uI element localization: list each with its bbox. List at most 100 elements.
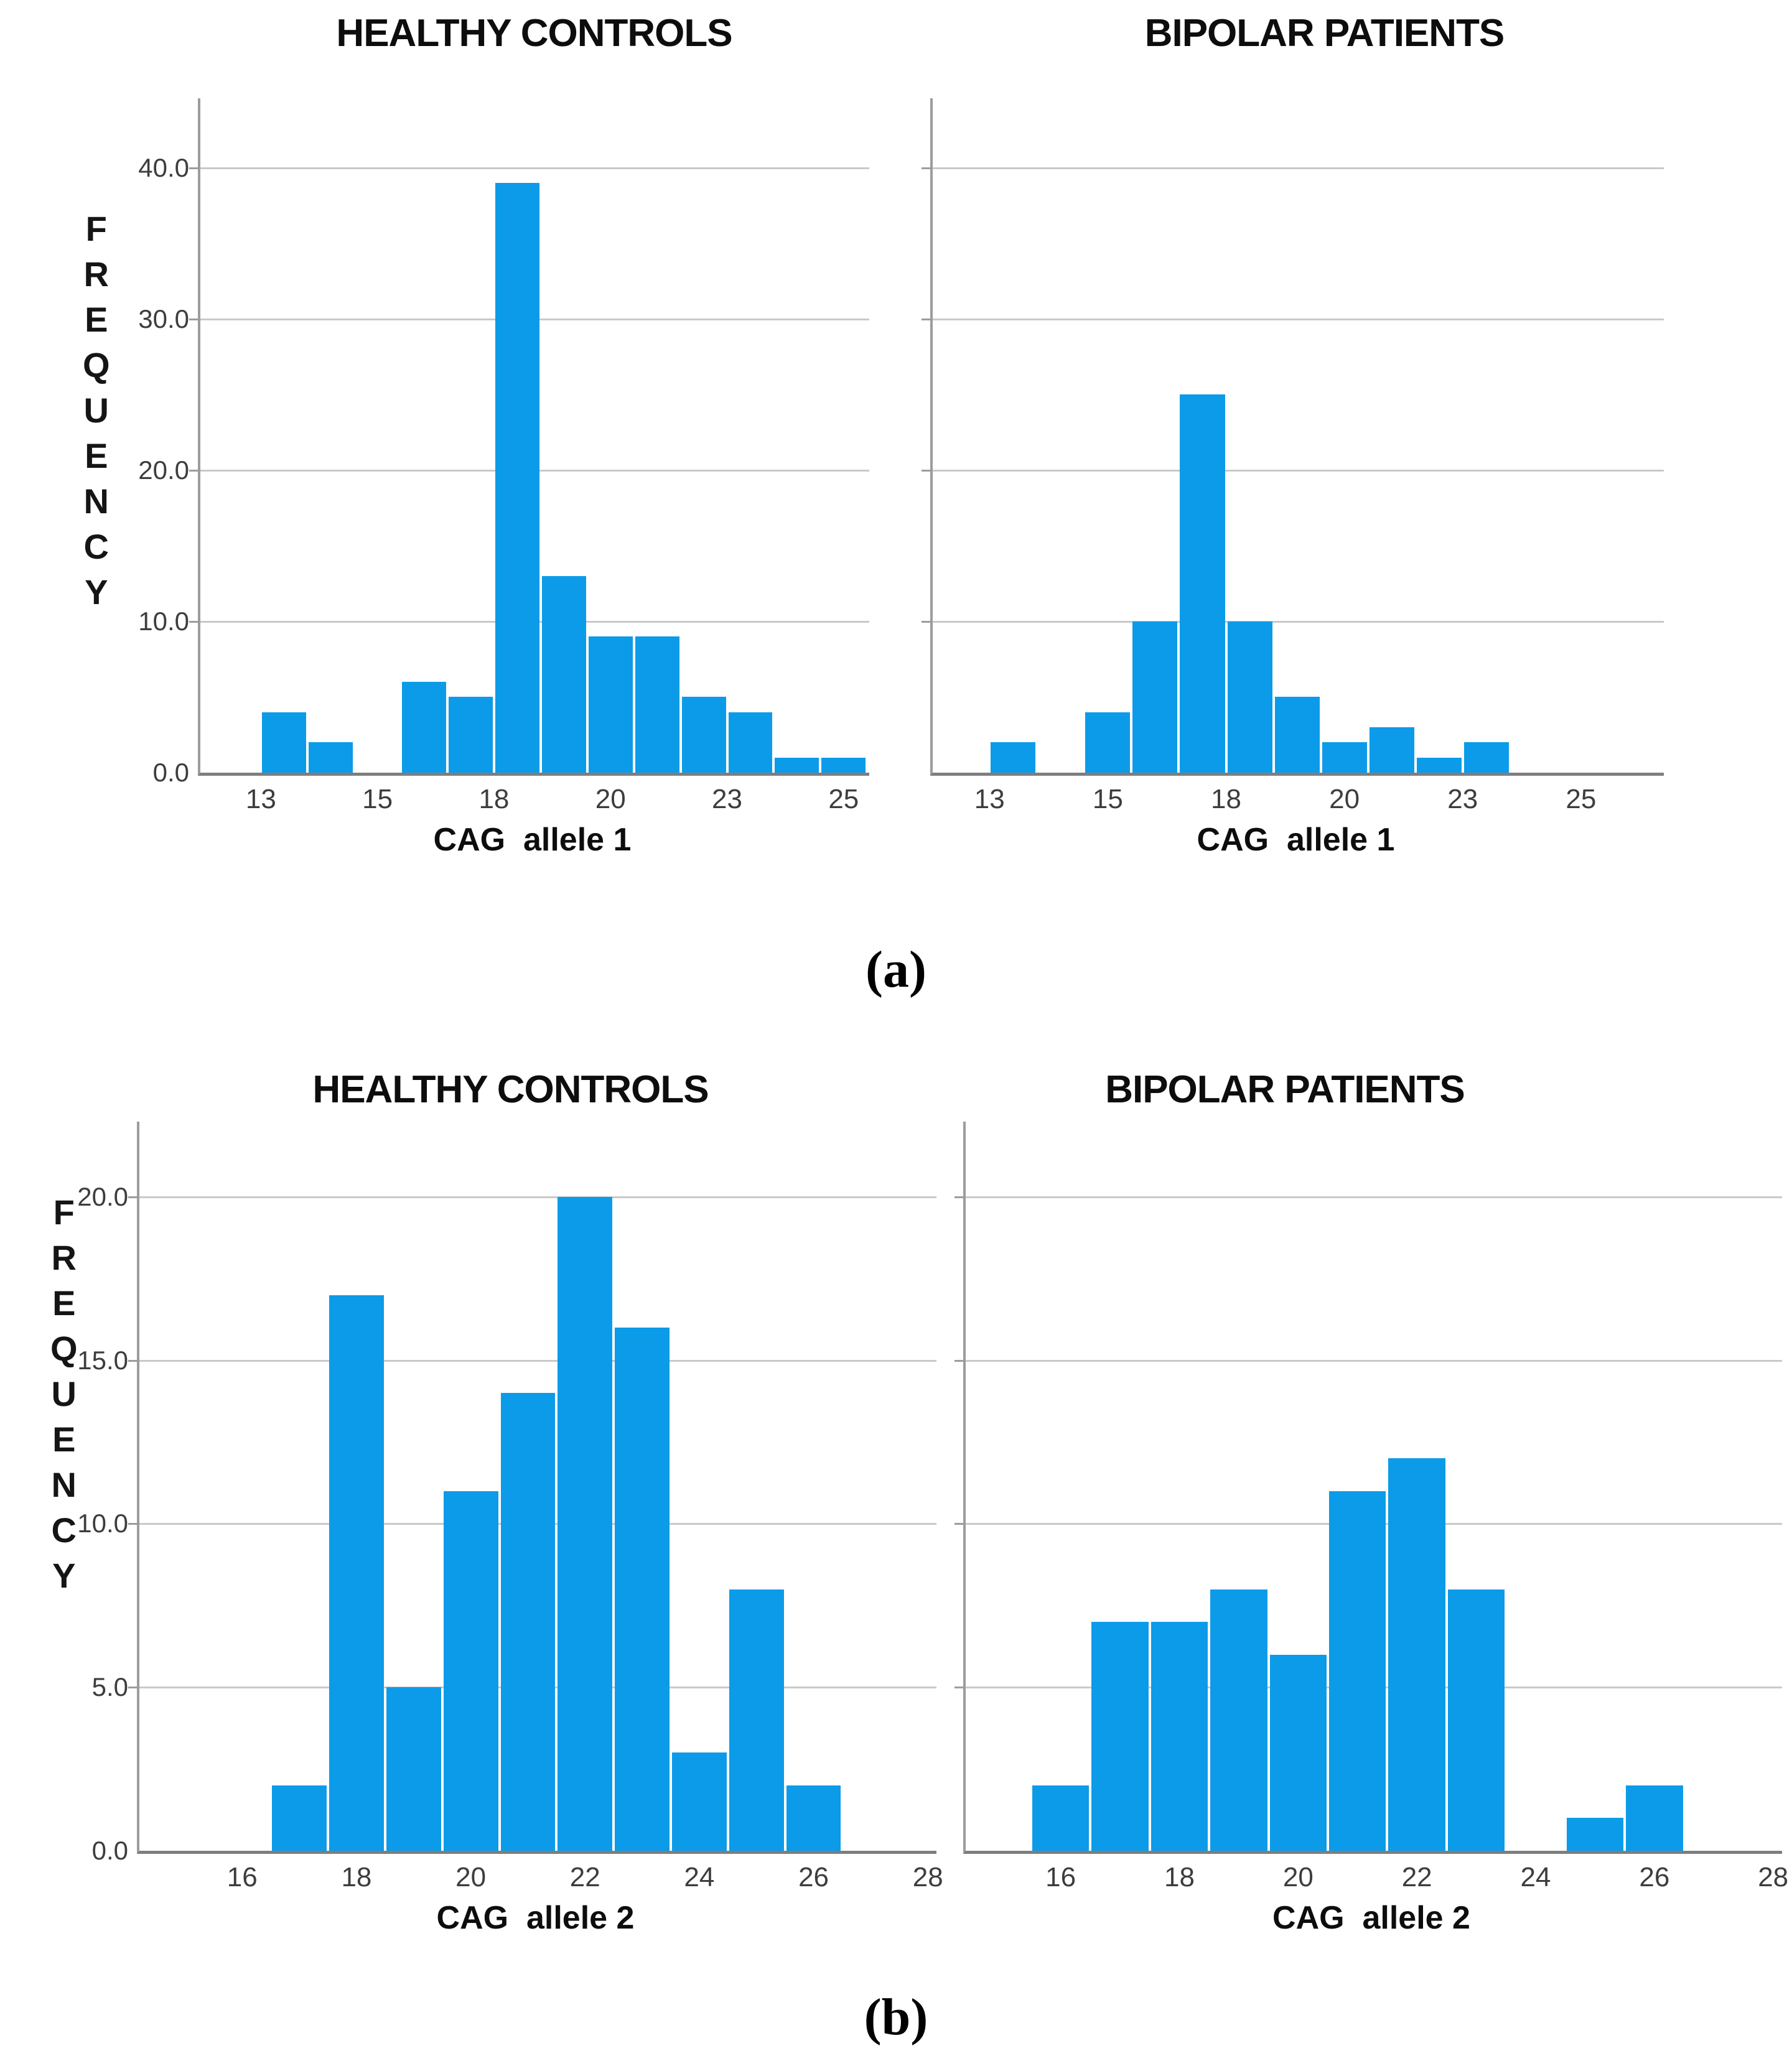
y-tick-mark [128,1196,137,1198]
ylabel-letter: R [51,1238,77,1277]
y-tick-mark [922,469,930,472]
x-axis-label-healthy-allele2: CAG allele 2 [436,1900,635,1936]
y-tick-label: 30.0 [138,304,189,333]
y-tick-mark [189,469,198,472]
x-tick-label: 15 [1092,784,1123,814]
histogram-bar [786,1785,841,1851]
x-tick-label: 18 [1164,1862,1195,1892]
histogram-bar [1210,1589,1267,1851]
ylabel-letter: N [83,482,109,521]
histogram-bar [588,636,633,773]
histogram-bar [1463,742,1509,773]
y-tick-label: 0.0 [91,1836,128,1865]
histogram-bar [1227,621,1272,773]
ylabel-letter: E [85,436,108,475]
histogram-bar [775,757,819,773]
x-tick-label: 18 [478,784,510,814]
x-axis-label-bipolar-allele1: CAG allele 1 [1197,822,1395,858]
y-tick-label: 10.0 [77,1509,128,1538]
gridline [139,1359,936,1362]
x-tick-label: 23 [1447,784,1478,814]
x-tick-label: 20 [595,784,626,814]
ylabel-letter: F [53,1193,75,1232]
y-tick-mark [954,1687,963,1689]
y-tick-label: 0.0 [152,758,189,787]
histogram-bar [402,682,447,773]
x-tick-label: 20 [455,1862,487,1892]
y-tick-mark [189,167,198,169]
histogram-bar [309,742,353,773]
histogram-bar [386,1687,441,1851]
x-tick-label: 26 [798,1862,829,1892]
x-tick-label: 13 [245,784,276,814]
histogram-bar [672,1752,727,1851]
histogram-bar [681,697,726,773]
ylabel-letter: Y [52,1556,76,1595]
x-axis-label-bipolar-allele2: CAG allele 2 [1272,1900,1470,1936]
histogram-bar [262,712,307,773]
y-tick-mark [922,318,930,320]
y-tick-mark [128,1523,137,1525]
gridline [966,1196,1782,1198]
x-tick-label: 20 [1282,1862,1314,1892]
y-tick-mark [128,1687,137,1689]
histogram-bar [1322,742,1367,773]
panel-caption-a: (a) [866,941,926,998]
histogram-bar [635,636,679,773]
histogram-bar [1369,727,1414,773]
histogram-bar [1269,1654,1327,1851]
histogram-bar [728,712,773,773]
plot-area-healthy-allele2: 0.0 5.0 10.0 15.0 20.0 16 18 20 22 24 26 28 [77,1122,943,1892]
chart-title-bipolar-allele1: BIPOLAR PATIENTS [1144,12,1505,55]
chart-title-bipolar-allele2: BIPOLAR PATIENTS [1105,1068,1465,1111]
chart-title-healthy-allele2: HEALTHY CONTROLS [312,1068,709,1111]
x-tick-label: 22 [1401,1862,1432,1892]
histogram-bar [449,697,493,773]
x-tick-label: 18 [1211,784,1241,814]
histogram-bar [1416,757,1462,773]
y-tick-label: 20.0 [138,455,189,485]
x-tick-label: 25 [1566,784,1597,814]
plot-area-healthy-allele1: 0.0 10.0 20.0 30.0 40.0 13 15 18 20 23 25 [138,98,869,814]
histogram-bar [443,1491,498,1851]
ylabel-letter: F [85,209,107,248]
histogram-bar [272,1785,327,1851]
panel-caption-b: (b) [864,1988,928,2046]
y-tick-mark [954,1359,963,1362]
y-tick-label: 5.0 [91,1672,128,1702]
histogram-bar [495,183,539,773]
histogram-bar [1566,1818,1624,1851]
y-tick-label: 40.0 [138,152,189,182]
y-tick-mark [922,620,930,623]
histogram-bar [615,1328,670,1851]
histogram-bar [1085,712,1131,773]
y-tick-mark [922,167,930,169]
plot-area-bipolar-allele2: 16 18 20 22 24 26 28 [954,1122,1788,1892]
gridline [933,469,1664,472]
ylabel-letter: C [83,527,109,566]
histogram-bar [1132,621,1178,773]
y-tick-label: 15.0 [77,1345,128,1375]
ylabel-letter: E [52,1283,76,1323]
x-tick-label: 24 [1520,1862,1551,1892]
gridline [200,167,869,169]
x-tick-label: 25 [828,784,859,814]
x-tick-label: 16 [1045,1862,1076,1892]
y-tick-mark [128,1359,137,1362]
x-tick-label: 16 [226,1862,258,1892]
ylabel-letter: R [83,254,109,294]
x-tick-label: 28 [1758,1862,1789,1892]
histogram-bar [1329,1491,1386,1851]
histogram-bar [1032,1785,1090,1851]
ylabel-letter: C [51,1510,77,1550]
x-tick-label: 23 [712,784,742,814]
ylabel-letter: U [83,391,109,430]
y-tick-mark [189,318,198,320]
histogram-bar [1180,394,1225,773]
histogram-bar [541,576,586,773]
ylabel-letter: N [51,1465,77,1504]
histogram-bar [1150,1622,1208,1851]
x-tick-label: 20 [1329,784,1360,814]
